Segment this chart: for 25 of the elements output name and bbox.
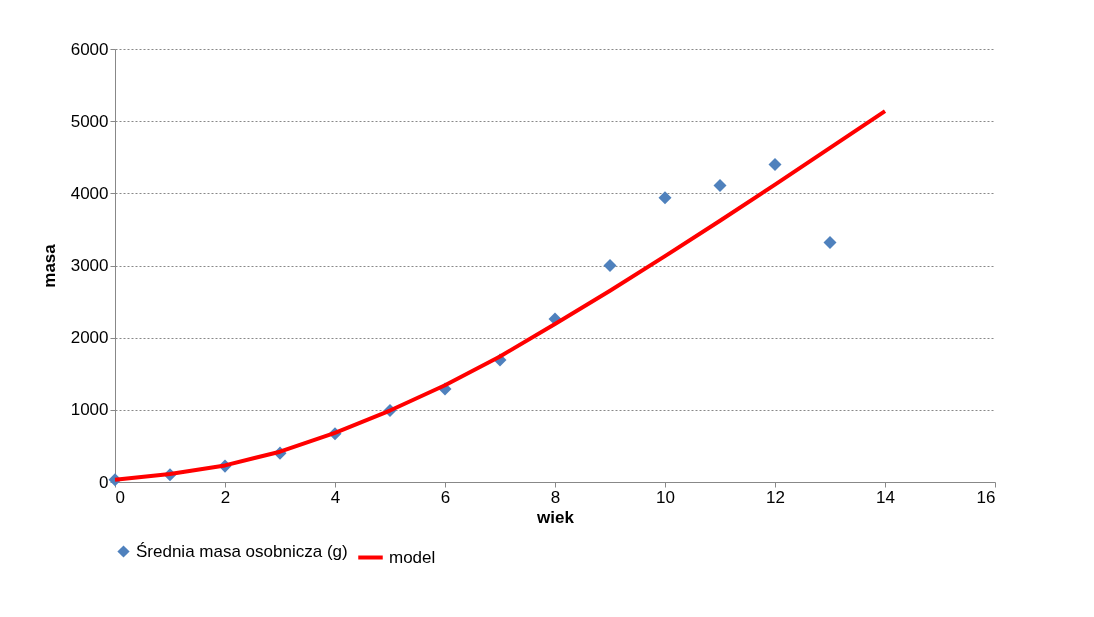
x-tick-label: 0 [115, 487, 125, 507]
point [603, 258, 617, 273]
point [768, 157, 782, 171]
x-tick-label: 14 [876, 487, 895, 507]
legend-label: model [389, 547, 436, 567]
y-tick-label: 5000 [70, 111, 109, 131]
y-tick-label: 2000 [70, 328, 109, 348]
x-tick-label: 2 [220, 487, 231, 507]
x-axis-title: wiek [536, 507, 575, 527]
y-axis-title: masa [39, 243, 59, 288]
x-tick-label: 16 [976, 487, 996, 507]
point [658, 191, 672, 205]
legend-label: Średnia masa osobnicza (g) [136, 541, 348, 561]
point [823, 235, 837, 249]
y-tick-label: 0 [99, 472, 109, 492]
y-tick-label: 6000 [70, 39, 109, 59]
x-tick-label: 10 [656, 487, 675, 507]
y-tick-label: 3000 [70, 256, 109, 275]
y-tick-label: 1000 [70, 400, 109, 420]
point [713, 178, 727, 192]
x-tick-label: 12 [766, 487, 785, 507]
y-tick-label: 4000 [70, 183, 109, 203]
x-tick-label: 4 [330, 487, 341, 507]
x-tick-label: 6 [440, 487, 451, 507]
x-tick-label: 8 [550, 487, 561, 507]
